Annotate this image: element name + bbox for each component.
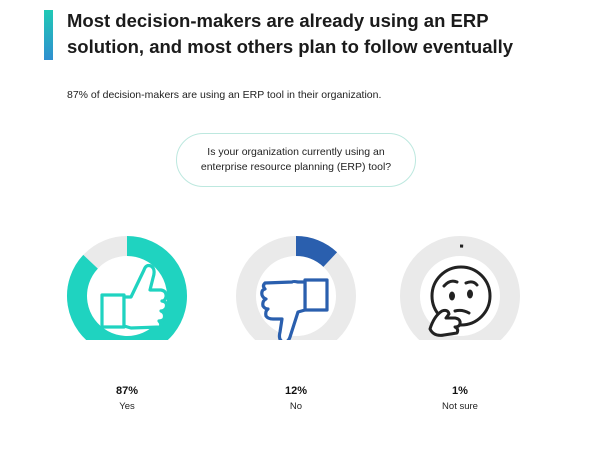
category-label-no: No bbox=[289, 401, 303, 412]
donut-slice-yes bbox=[67, 236, 187, 340]
survey-question-text: Is your organization currently using an … bbox=[200, 146, 392, 173]
page-subtitle: 87% of decision-makers are using an ERP … bbox=[67, 89, 382, 101]
survey-question: Is your organization currently using an … bbox=[176, 133, 416, 187]
category-label-not-sure: Not sure bbox=[442, 401, 478, 412]
thinking-face-icon bbox=[428, 265, 492, 337]
page-title: Most decision-makers are already using a… bbox=[67, 10, 514, 57]
value-label-yes: 87% bbox=[115, 385, 139, 397]
thumbs-up-icon bbox=[100, 263, 169, 330]
title-accent-bar bbox=[44, 10, 53, 60]
thumbs-down-icon bbox=[260, 278, 329, 340]
category-label-yes: Yes bbox=[119, 401, 135, 412]
value-label-no: 12% bbox=[284, 385, 308, 397]
value-label-not-sure: 1% bbox=[452, 385, 468, 397]
donut-slice-no bbox=[295, 236, 338, 268]
donut-charts bbox=[67, 236, 520, 340]
